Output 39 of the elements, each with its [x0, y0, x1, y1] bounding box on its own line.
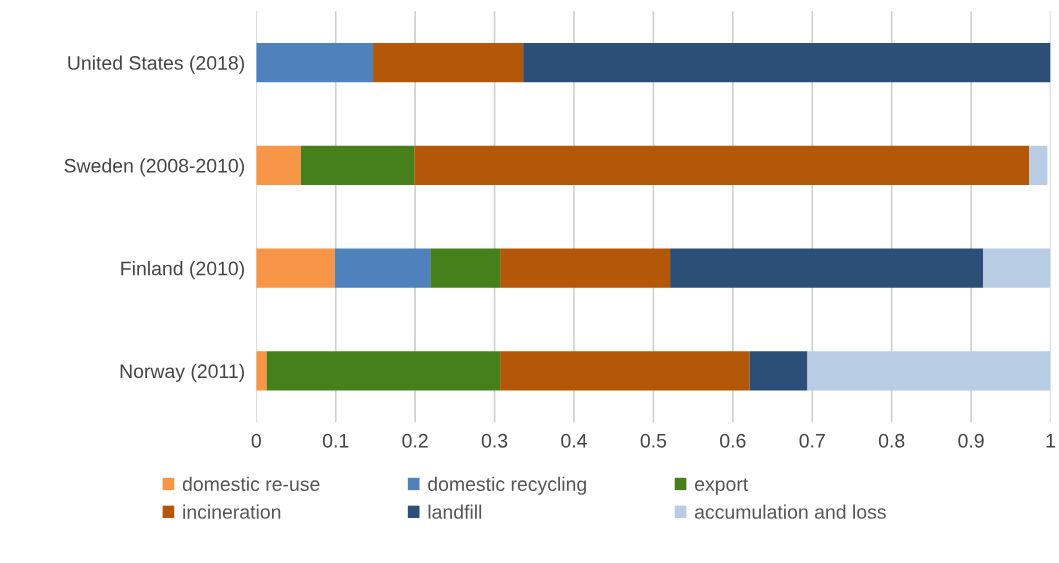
bar — [500, 351, 750, 391]
x-tick-label: 0.8 — [878, 433, 905, 448]
legend-label: domestic re-use — [182, 476, 320, 492]
x-tick-label: 0.7 — [799, 433, 825, 448]
x-tick-label: 0.2 — [402, 433, 428, 448]
x-tick-label: 0.6 — [720, 433, 746, 448]
legend-label: accumulation and loss — [694, 504, 886, 519]
x-tick-label: 0.3 — [481, 433, 508, 448]
bar — [749, 351, 808, 391]
y-tick-label: Norway (2011) — [120, 363, 244, 382]
bar — [373, 43, 524, 83]
bar — [256, 145, 301, 185]
x-tick-label: 1 — [1046, 434, 1055, 448]
x-tick-label: 0.4 — [561, 433, 587, 448]
bar — [256, 351, 267, 391]
bar — [334, 248, 431, 288]
bar — [256, 248, 335, 288]
bar — [523, 43, 1051, 83]
x-tick-label: 0.9 — [958, 433, 984, 448]
y-tick-label: Sweden (2008-2010) — [64, 158, 244, 177]
bar — [266, 351, 501, 391]
bar — [1029, 145, 1048, 185]
legend-label: incineration — [183, 504, 281, 519]
y-tick-label: United States (2018) — [68, 55, 244, 74]
legend-label: landfill — [428, 504, 482, 519]
bar — [414, 145, 1030, 185]
bar — [430, 248, 501, 288]
x-tick-label: 0.5 — [640, 433, 667, 448]
bar — [300, 145, 415, 185]
x-tick-label: 0 — [251, 433, 261, 448]
bar — [500, 248, 671, 288]
legend-label: domestic recycling — [428, 476, 586, 495]
bar — [807, 351, 1051, 391]
y-tick-label: Finland (2010) — [121, 261, 244, 280]
legend-label: export — [694, 478, 749, 495]
bar — [256, 43, 374, 83]
bar — [983, 248, 1051, 288]
x-tick-label: 0.1 — [322, 433, 349, 448]
bar — [670, 248, 984, 288]
